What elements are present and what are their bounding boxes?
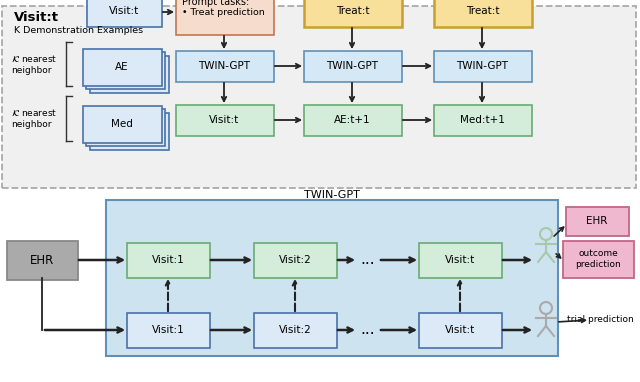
Text: K Demonstration Examples: K Demonstration Examples — [14, 26, 143, 35]
Text: EHR: EHR — [30, 254, 54, 267]
Text: ...: ... — [361, 253, 375, 267]
Text: AE:t+1: AE:t+1 — [334, 115, 371, 125]
Text: AE: AE — [115, 62, 129, 72]
FancyBboxPatch shape — [83, 49, 161, 86]
FancyBboxPatch shape — [433, 50, 531, 81]
FancyBboxPatch shape — [303, 105, 401, 136]
Text: Visit:2: Visit:2 — [278, 255, 312, 265]
FancyBboxPatch shape — [566, 207, 628, 235]
Text: Visit:2: Visit:2 — [278, 325, 312, 335]
Text: TWIN-GPT: TWIN-GPT — [456, 61, 509, 71]
Text: EHR: EHR — [586, 216, 608, 226]
Text: Visit:t: Visit:t — [445, 325, 475, 335]
FancyBboxPatch shape — [2, 6, 636, 188]
Text: outcome
prediction: outcome prediction — [575, 249, 621, 269]
FancyBboxPatch shape — [127, 312, 209, 348]
FancyBboxPatch shape — [175, 50, 273, 81]
Text: Visit:1: Visit:1 — [152, 325, 184, 335]
Text: Prompt tasks:: Prompt tasks: — [182, 0, 249, 7]
Text: $\mathcal{K}$ nearest
neighbor: $\mathcal{K}$ nearest neighbor — [11, 107, 57, 129]
Text: TWIN-GPT: TWIN-GPT — [304, 190, 360, 200]
Text: Treat:t: Treat:t — [336, 6, 369, 16]
FancyBboxPatch shape — [83, 105, 161, 142]
FancyBboxPatch shape — [253, 312, 337, 348]
FancyBboxPatch shape — [86, 52, 165, 89]
Text: • Treat prediction: • Treat prediction — [182, 8, 265, 17]
Text: Med: Med — [111, 119, 133, 129]
Text: TWIN-GPT: TWIN-GPT — [326, 61, 378, 71]
FancyBboxPatch shape — [90, 55, 168, 92]
Text: TWIN-GPT: TWIN-GPT — [198, 61, 250, 71]
Text: Visit:t: Visit:t — [14, 11, 59, 24]
Text: Visit:t: Visit:t — [445, 255, 475, 265]
Text: Visit:t: Visit:t — [209, 115, 239, 125]
Text: Med:t+1: Med:t+1 — [460, 115, 505, 125]
FancyBboxPatch shape — [175, 105, 273, 136]
FancyBboxPatch shape — [303, 0, 401, 26]
FancyBboxPatch shape — [86, 0, 161, 26]
FancyBboxPatch shape — [303, 50, 401, 81]
Text: Treat:t: Treat:t — [466, 6, 499, 16]
Text: trial prediction: trial prediction — [567, 316, 634, 324]
FancyBboxPatch shape — [419, 243, 502, 277]
FancyBboxPatch shape — [433, 0, 531, 26]
FancyBboxPatch shape — [90, 113, 168, 149]
FancyBboxPatch shape — [175, 0, 273, 34]
FancyBboxPatch shape — [433, 105, 531, 136]
FancyBboxPatch shape — [6, 241, 77, 280]
FancyBboxPatch shape — [127, 243, 209, 277]
FancyBboxPatch shape — [253, 243, 337, 277]
FancyBboxPatch shape — [563, 241, 634, 277]
FancyBboxPatch shape — [106, 200, 558, 356]
FancyBboxPatch shape — [419, 312, 502, 348]
FancyBboxPatch shape — [86, 109, 165, 146]
Text: Visit:1: Visit:1 — [152, 255, 184, 265]
Text: $\mathcal{K}$ nearest
neighbor: $\mathcal{K}$ nearest neighbor — [11, 53, 57, 75]
Text: ...: ... — [361, 322, 375, 338]
Text: Visit:t: Visit:t — [109, 6, 139, 16]
